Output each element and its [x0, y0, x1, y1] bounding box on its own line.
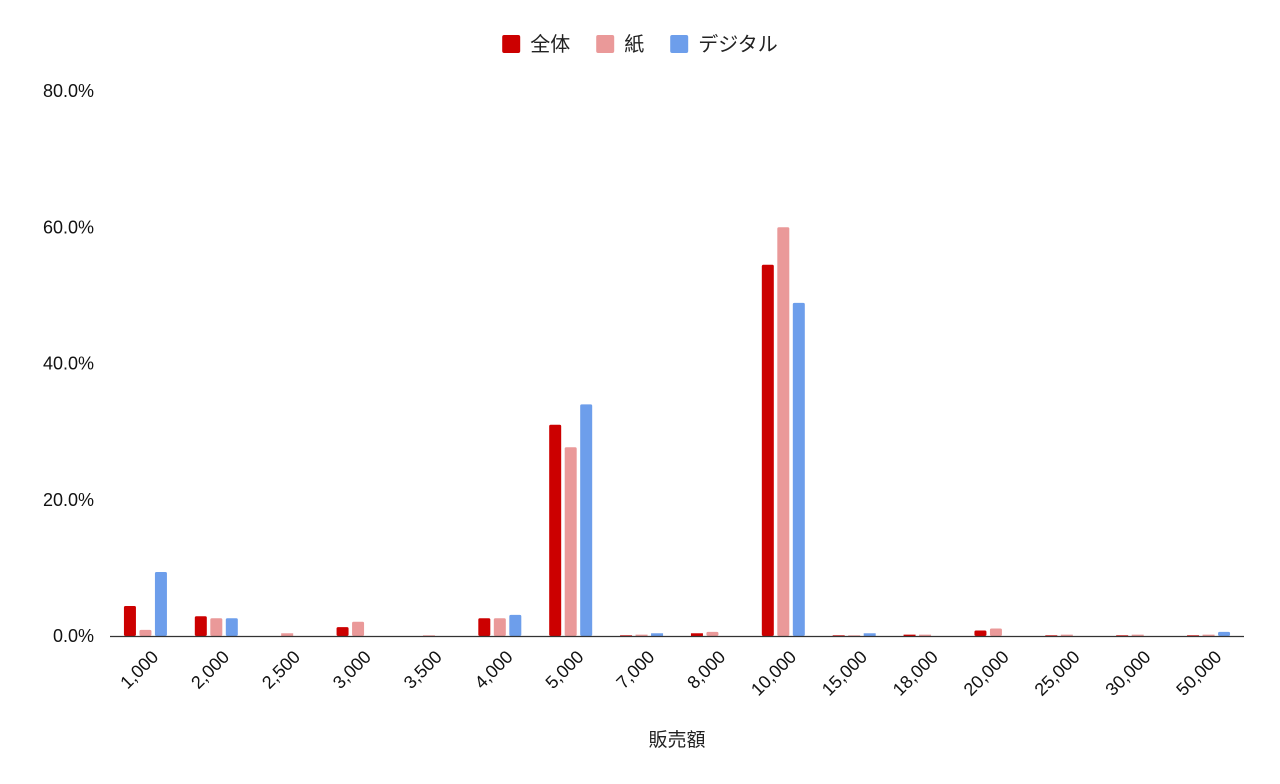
- x-tick-label: 3,000: [329, 647, 375, 693]
- bar: [139, 629, 152, 636]
- y-tick-label: 0.0%: [53, 626, 94, 646]
- bar: [478, 618, 491, 636]
- legend-label: 紙: [624, 32, 644, 56]
- bar: [848, 635, 861, 636]
- bar: [863, 633, 876, 636]
- bar: [123, 606, 136, 636]
- bar: [903, 634, 916, 636]
- legend-item: 紙: [596, 32, 644, 56]
- bar: [509, 614, 522, 636]
- bar: [989, 628, 1002, 636]
- bar: [154, 571, 167, 636]
- bar: [761, 264, 774, 636]
- bar: [919, 634, 932, 636]
- x-tick-label: 10,000: [747, 647, 800, 700]
- bars: [123, 227, 1231, 637]
- x-tick-label: 5,000: [542, 647, 588, 693]
- bar: [422, 635, 435, 636]
- x-tick-label: 3,500: [400, 647, 446, 693]
- x-tick-label: 25,000: [1031, 647, 1084, 700]
- bar: [225, 618, 238, 636]
- bar: [620, 635, 633, 636]
- bar: [549, 424, 562, 636]
- bar: [651, 633, 664, 636]
- bar: [336, 627, 349, 636]
- x-tick-label: 2,500: [258, 647, 304, 693]
- x-tick-label: 2,000: [187, 647, 233, 693]
- legend: 全体 紙 デジタル: [502, 32, 778, 56]
- bar: [210, 618, 223, 636]
- x-axis-title: 販売額: [648, 729, 705, 751]
- bar: [1060, 634, 1073, 636]
- bar: [352, 621, 365, 636]
- bar: [777, 227, 790, 636]
- x-tick-label: 50,000: [1172, 647, 1225, 700]
- bar: [635, 634, 648, 636]
- bar: [706, 631, 719, 636]
- bar: [281, 633, 294, 636]
- bar: [194, 616, 207, 636]
- legend-item: デジタル: [670, 32, 778, 56]
- bar: [1131, 634, 1144, 636]
- y-tick-label: 40.0%: [43, 354, 94, 374]
- y-axis: 0.0% 20.0% 40.0% 60.0% 80.0%: [43, 81, 94, 646]
- x-tick-label: 15,000: [818, 647, 871, 700]
- bar: [690, 633, 703, 636]
- bar: [974, 630, 987, 636]
- legend-swatch: [670, 35, 689, 53]
- y-tick-label: 20.0%: [43, 490, 94, 510]
- x-tick-label: 1,000: [116, 647, 162, 693]
- bar: [832, 635, 845, 636]
- bar: [1187, 635, 1200, 636]
- x-tick-label: 20,000: [960, 647, 1013, 700]
- legend-label: デジタル: [698, 32, 778, 56]
- bar: [1218, 631, 1231, 636]
- y-tick-label: 80.0%: [43, 81, 94, 101]
- bar: [564, 447, 577, 636]
- x-tick-label: 7,000: [612, 647, 658, 693]
- legend-item: 全体: [502, 32, 570, 56]
- y-tick-label: 60.0%: [43, 217, 94, 237]
- bar: [1202, 634, 1215, 636]
- x-tick-label: 4,000: [471, 647, 517, 693]
- bar: [1116, 635, 1129, 636]
- legend-label: 全体: [530, 32, 570, 56]
- bar: [493, 618, 506, 636]
- bar: [792, 302, 805, 636]
- legend-swatch: [596, 35, 615, 53]
- x-tick-label: 8,000: [683, 647, 729, 693]
- x-tick-label: 18,000: [889, 647, 942, 700]
- bar: [1045, 635, 1058, 636]
- legend-swatch: [502, 35, 521, 53]
- x-axis: 1,000 2,000 2,500 3,000 3,500 4,000 5,000 7,000…: [116, 647, 1225, 700]
- bar: [580, 404, 593, 637]
- x-tick-label: 30,000: [1101, 647, 1154, 700]
